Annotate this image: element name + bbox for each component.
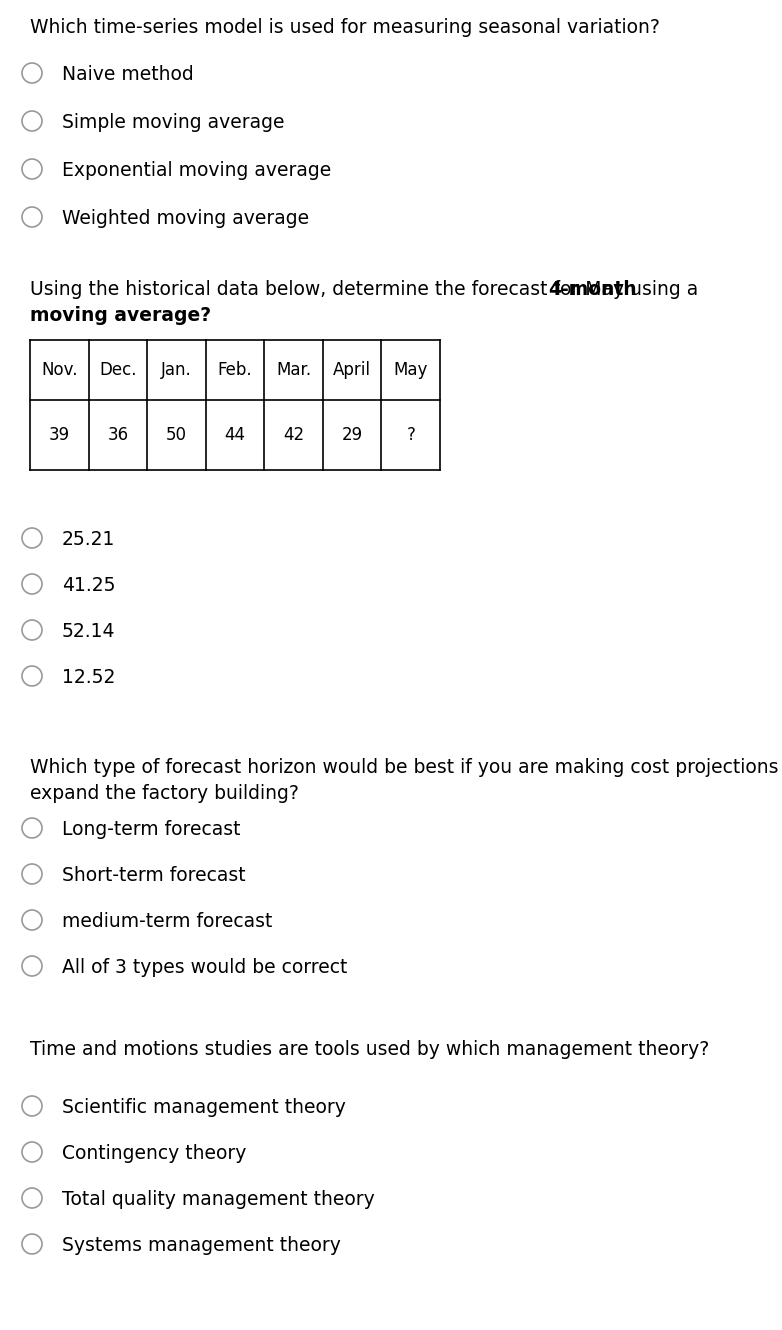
Text: Mar.: Mar. bbox=[276, 360, 311, 379]
Text: 36: 36 bbox=[107, 426, 128, 444]
Text: expand the factory building?: expand the factory building? bbox=[30, 783, 299, 803]
Text: April: April bbox=[333, 360, 371, 379]
Text: Systems management theory: Systems management theory bbox=[62, 1236, 341, 1256]
Text: Feb.: Feb. bbox=[217, 360, 253, 379]
Text: Naive method: Naive method bbox=[62, 65, 194, 84]
Text: 44: 44 bbox=[224, 426, 246, 444]
Text: 52.14: 52.14 bbox=[62, 622, 116, 641]
Text: 25.21: 25.21 bbox=[62, 529, 116, 549]
Text: Total quality management theory: Total quality management theory bbox=[62, 1190, 375, 1209]
Text: Short-term forecast: Short-term forecast bbox=[62, 866, 246, 884]
Text: Which time-series model is used for measuring seasonal variation?: Which time-series model is used for meas… bbox=[30, 19, 660, 37]
Text: Contingency theory: Contingency theory bbox=[62, 1144, 246, 1162]
Text: 41.25: 41.25 bbox=[62, 576, 116, 595]
Text: All of 3 types would be correct: All of 3 types would be correct bbox=[62, 958, 347, 978]
Text: 12.52: 12.52 bbox=[62, 668, 116, 688]
Text: Using the historical data below, determine the forecast for May using a: Using the historical data below, determi… bbox=[30, 281, 705, 299]
Text: 39: 39 bbox=[48, 426, 70, 444]
Text: moving average?: moving average? bbox=[30, 306, 211, 325]
Text: 50: 50 bbox=[166, 426, 187, 444]
Text: Which type of forecast horizon would be best if you are making cost projections : Which type of forecast horizon would be … bbox=[30, 758, 782, 777]
Text: Dec.: Dec. bbox=[99, 360, 137, 379]
Text: Simple moving average: Simple moving average bbox=[62, 113, 285, 132]
Text: ?: ? bbox=[407, 426, 415, 444]
Text: 29: 29 bbox=[342, 426, 363, 444]
Text: Nov.: Nov. bbox=[41, 360, 77, 379]
Text: 4-month: 4-month bbox=[548, 281, 637, 299]
Text: May: May bbox=[393, 360, 428, 379]
Text: Scientific management theory: Scientific management theory bbox=[62, 1099, 346, 1117]
Text: Time and motions studies are tools used by which management theory?: Time and motions studies are tools used … bbox=[30, 1040, 709, 1059]
Text: Exponential moving average: Exponential moving average bbox=[62, 161, 332, 180]
Text: 42: 42 bbox=[283, 426, 304, 444]
Text: medium-term forecast: medium-term forecast bbox=[62, 912, 272, 931]
Text: Weighted moving average: Weighted moving average bbox=[62, 209, 309, 227]
Text: Jan.: Jan. bbox=[161, 360, 192, 379]
Text: Long-term forecast: Long-term forecast bbox=[62, 821, 241, 839]
